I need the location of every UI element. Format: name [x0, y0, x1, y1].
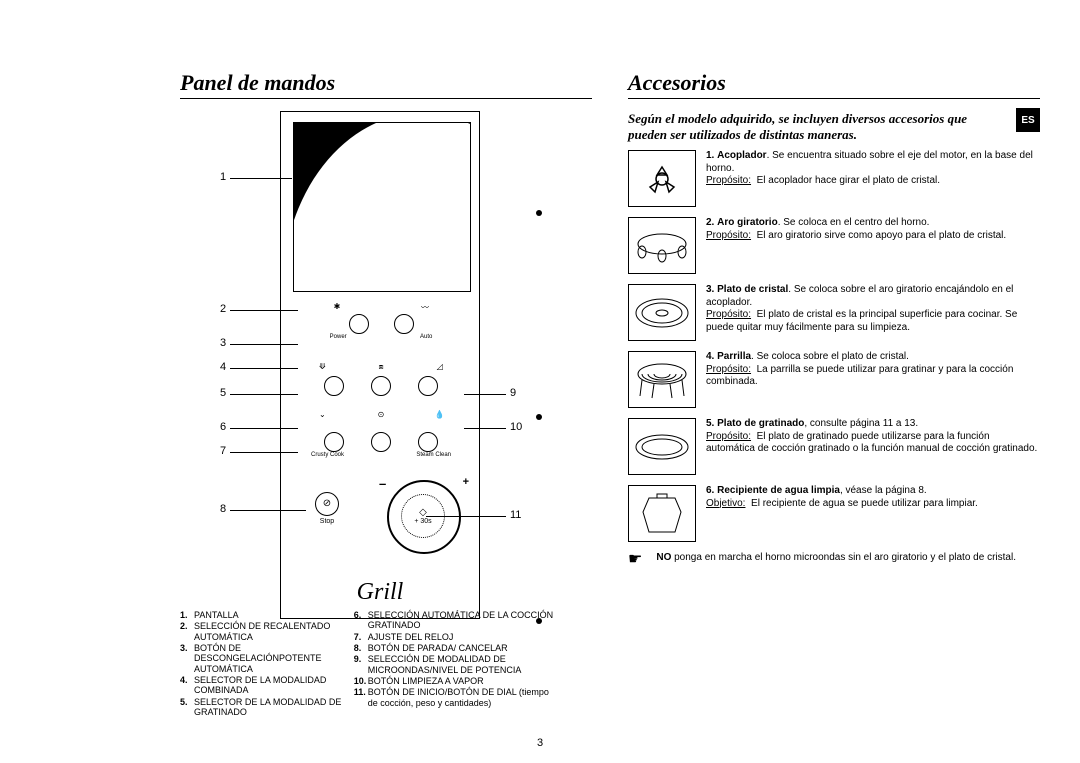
- water-container-icon: [628, 485, 696, 542]
- display-screen: [293, 122, 471, 292]
- accessory-item: 3. Plato de cristal. Se coloca sobre el …: [628, 284, 1040, 341]
- legend-left: 1.PANTALLA 2.SELECCIÓN DE RECALENTADO AU…: [180, 610, 342, 718]
- callout-6: 6: [220, 421, 226, 433]
- browning-plate-icon: [628, 418, 696, 475]
- icon-row-3: ⌄⊙💧: [293, 410, 469, 419]
- right-title: Accesorios: [628, 70, 1040, 99]
- dial: – + + 30s: [387, 480, 461, 554]
- accessory-item: 2. Aro giratorio. Se coloca en el centro…: [628, 217, 1040, 274]
- callout-9: 9: [510, 387, 516, 399]
- callout-8: 8: [220, 503, 226, 515]
- left-column: Panel de mandos 1 2 3 4 5 6 7 8: [180, 70, 592, 743]
- control-panel-diagram: 1 2 3 4 5 6 7 8 9 10: [220, 111, 540, 619]
- stop-button: ⊘ Stop: [313, 492, 341, 525]
- callout-5: 5: [220, 387, 226, 399]
- accessory-item: 4. Parrilla. Se coloca sobre el plato de…: [628, 351, 1040, 408]
- accessories-intro: Según el modelo adquirido, se incluyen d…: [628, 111, 1040, 142]
- callout-4: 4: [220, 361, 226, 373]
- right-column: Accesorios Según el modelo adquirido, se…: [628, 70, 1040, 743]
- grill-rack-icon: [628, 351, 696, 408]
- left-title: Panel de mandos: [180, 70, 592, 99]
- callout-3: 3: [220, 337, 226, 349]
- accessory-item: 5. Plato de gratinado, consulte página 1…: [628, 418, 1040, 475]
- grill-logo: Grill: [281, 579, 479, 606]
- callout-10: 10: [510, 421, 522, 433]
- callout-2: 2: [220, 303, 226, 315]
- glass-tray-icon: [628, 284, 696, 341]
- accessory-item: 1. Acoplador. Se encuentra situado sobre…: [628, 150, 1040, 207]
- callout-11: 11: [510, 509, 521, 521]
- warning-note: ☛ NO ponga en marcha el horno microondas…: [628, 552, 1040, 568]
- callout-7: 7: [220, 445, 226, 457]
- coupler-icon: [628, 150, 696, 207]
- legend-right: 6.SELECCIÓN AUTOMÁTICA DE LA COCCIÓN GRA…: [354, 610, 560, 718]
- roller-ring-icon: [628, 217, 696, 274]
- page-number: 3: [0, 737, 1080, 749]
- callout-1: 1: [220, 171, 226, 183]
- icon-row-1: ✱〰: [293, 302, 469, 313]
- accessory-item: 6. Recipiente de agua limpia, véase la p…: [628, 485, 1040, 542]
- manual-page: ES Panel de mandos 1 2 3 4 5 6 7: [0, 0, 1080, 763]
- legend: 1.PANTALLA 2.SELECCIÓN DE RECALENTADO AU…: [180, 610, 560, 718]
- icon-row-2: ⟱⧈◿: [293, 362, 469, 372]
- accessories-list: 1. Acoplador. Se encuentra situado sobre…: [628, 150, 1040, 542]
- pointing-hand-icon: ☛: [628, 552, 642, 568]
